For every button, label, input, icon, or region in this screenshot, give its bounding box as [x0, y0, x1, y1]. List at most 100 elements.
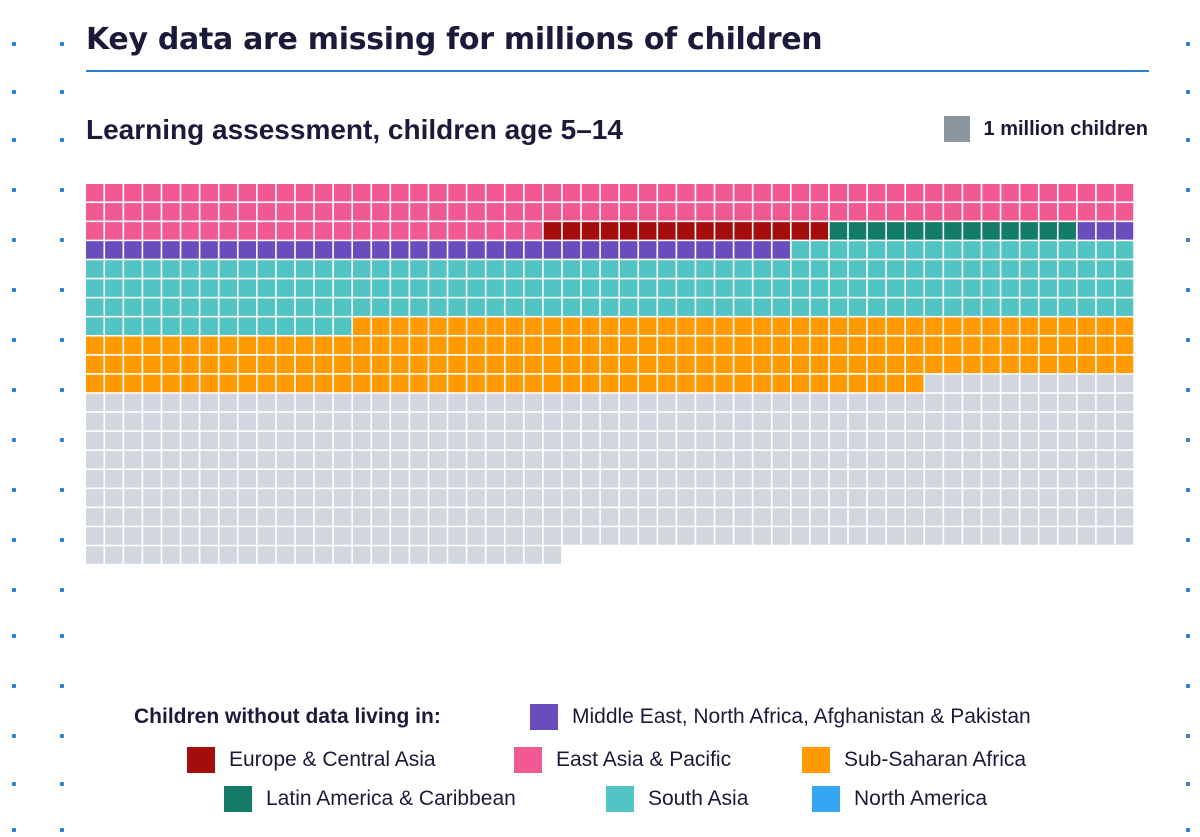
waffle-cell-children-with-data	[639, 393, 657, 412]
legend-swatch	[514, 747, 542, 773]
waffle-cell-south-asia	[162, 317, 180, 335]
waffle-cell-sub-saharan-africa	[543, 355, 562, 374]
waffle-cell-children-with-data	[734, 489, 752, 507]
waffle-cell-children-with-data	[524, 546, 543, 564]
waffle-cell-south-asia	[906, 298, 924, 316]
legend-title: Children without data living in:	[134, 705, 441, 728]
waffle-cell-children-with-data	[314, 450, 333, 469]
waffle-cell-children-with-data	[86, 546, 104, 564]
border-dot	[60, 338, 64, 342]
border-dot	[12, 238, 16, 242]
waffle-cell-south-asia	[105, 260, 123, 278]
waffle-cell-south-asia	[581, 298, 600, 316]
waffle-cell-east-asia-and-pacific	[848, 203, 867, 221]
border-dot	[60, 138, 64, 142]
border-dot	[12, 388, 16, 392]
waffle-cell-children-with-data	[524, 431, 543, 450]
waffle-cell-children-with-data	[1077, 431, 1096, 450]
waffle-cell-children-with-data	[429, 489, 447, 507]
waffle-cell-children-with-data	[963, 470, 981, 488]
waffle-cell-sub-saharan-africa	[238, 336, 257, 355]
waffle-cell-children-with-data	[486, 470, 504, 488]
waffle-cell-south-asia	[143, 260, 161, 278]
waffle-cell-sub-saharan-africa	[162, 374, 180, 393]
waffle-cell-children-with-data	[734, 527, 752, 545]
waffle-cell-children-with-data	[1039, 393, 1057, 412]
waffle-cell-children-with-data	[238, 431, 257, 450]
waffle-cell-sub-saharan-africa	[486, 374, 504, 393]
waffle-cell-children-with-data	[276, 527, 295, 545]
waffle-cell-sub-saharan-africa	[448, 374, 466, 393]
waffle-cell-children-with-data	[238, 489, 257, 507]
waffle-cell-children-with-data	[619, 508, 638, 526]
waffle-cell-sub-saharan-africa	[314, 374, 333, 393]
waffle-cell-children-with-data	[143, 527, 161, 545]
waffle-cell-sub-saharan-africa	[848, 336, 867, 355]
waffle-cell-east-asia-and-pacific	[295, 203, 314, 221]
waffle-cell-sub-saharan-africa	[925, 355, 943, 374]
border-dot	[1186, 42, 1190, 46]
waffle-cell-sub-saharan-africa	[162, 336, 180, 355]
border-dot	[12, 188, 16, 192]
waffle-cell-east-asia-and-pacific	[906, 184, 924, 202]
waffle-cell-south-asia	[772, 279, 790, 297]
waffle-cell-east-asia-and-pacific	[86, 222, 104, 240]
waffle-cell-europe-and-central-asia	[734, 222, 752, 240]
waffle-cell-south-asia	[829, 241, 848, 259]
border-dot	[60, 782, 64, 786]
legend-item-mena: Middle East, North Africa, Afghanistan &…	[530, 704, 1031, 730]
waffle-cell-children-with-data	[276, 489, 295, 507]
waffle-cell-children-with-data	[1077, 470, 1096, 488]
waffle-cell-south-asia	[753, 279, 771, 297]
waffle-cell-east-asia-and-pacific	[963, 184, 981, 202]
waffle-cell-children-with-data	[829, 393, 848, 412]
waffle-cell-east-asia-and-pacific	[753, 184, 771, 202]
waffle-cell-east-asia-and-pacific	[639, 184, 657, 202]
waffle-cell-children-with-data	[448, 412, 466, 431]
waffle-cell-children-with-data	[1001, 393, 1019, 412]
waffle-cell-south-asia	[810, 260, 829, 278]
waffle-cell-children-with-data	[753, 508, 771, 526]
border-dot	[60, 684, 64, 688]
waffle-cell-children-with-data	[829, 489, 848, 507]
waffle-cell-children-with-data	[372, 489, 390, 507]
waffle-cell-south-asia	[505, 279, 524, 297]
waffle-cell-children-with-data	[1001, 470, 1019, 488]
waffle-cell-east-asia-and-pacific	[696, 184, 714, 202]
waffle-cell-south-asia	[429, 298, 447, 316]
waffle-cell-children-with-data	[619, 489, 638, 507]
waffle-cell-south-asia	[925, 298, 943, 316]
waffle-cell-sub-saharan-africa	[677, 355, 695, 374]
waffle-cell-sub-saharan-africa	[467, 336, 485, 355]
waffle-cell-europe-and-central-asia	[658, 222, 676, 240]
waffle-cell-east-asia-and-pacific	[429, 203, 447, 221]
waffle-cell-europe-and-central-asia	[753, 222, 771, 240]
waffle-cell-sub-saharan-africa	[906, 336, 924, 355]
waffle-cell-children-with-data	[1020, 527, 1038, 545]
waffle-cell-children-with-data	[982, 450, 1000, 469]
waffle-cell-children-with-data	[391, 393, 409, 412]
border-dot	[60, 734, 64, 738]
waffle-cell-east-asia-and-pacific	[1058, 184, 1077, 202]
waffle-cell-children-with-data	[1096, 412, 1115, 431]
waffle-cell-sub-saharan-africa	[124, 355, 142, 374]
waffle-cell-sub-saharan-africa	[886, 317, 905, 335]
waffle-cell-children-with-data	[753, 450, 771, 469]
waffle-cell-sub-saharan-africa	[543, 317, 562, 335]
waffle-cell-sub-saharan-africa	[963, 336, 981, 355]
waffle-cell-children-with-data	[200, 450, 218, 469]
waffle-cell-children-with-data	[1001, 489, 1019, 507]
waffle-cell-children-with-data	[505, 412, 524, 431]
waffle-cell-children-with-data	[734, 393, 752, 412]
waffle-cell-south-asia	[181, 317, 199, 335]
waffle-cell-south-asia	[886, 241, 905, 259]
legend-swatch	[802, 747, 830, 773]
waffle-cell-children-with-data	[1058, 527, 1077, 545]
legend-item-europe-central-asia: Europe & Central Asia	[187, 747, 436, 773]
waffle-cell-children-with-data	[925, 431, 943, 450]
border-dot	[1186, 828, 1190, 832]
border-dot	[60, 828, 64, 832]
waffle-cell-south-asia	[1020, 298, 1038, 316]
waffle-cell-south-asia	[810, 279, 829, 297]
waffle-cell-middle-east-north-africa-afghanistan-and-pakistan	[753, 241, 771, 259]
